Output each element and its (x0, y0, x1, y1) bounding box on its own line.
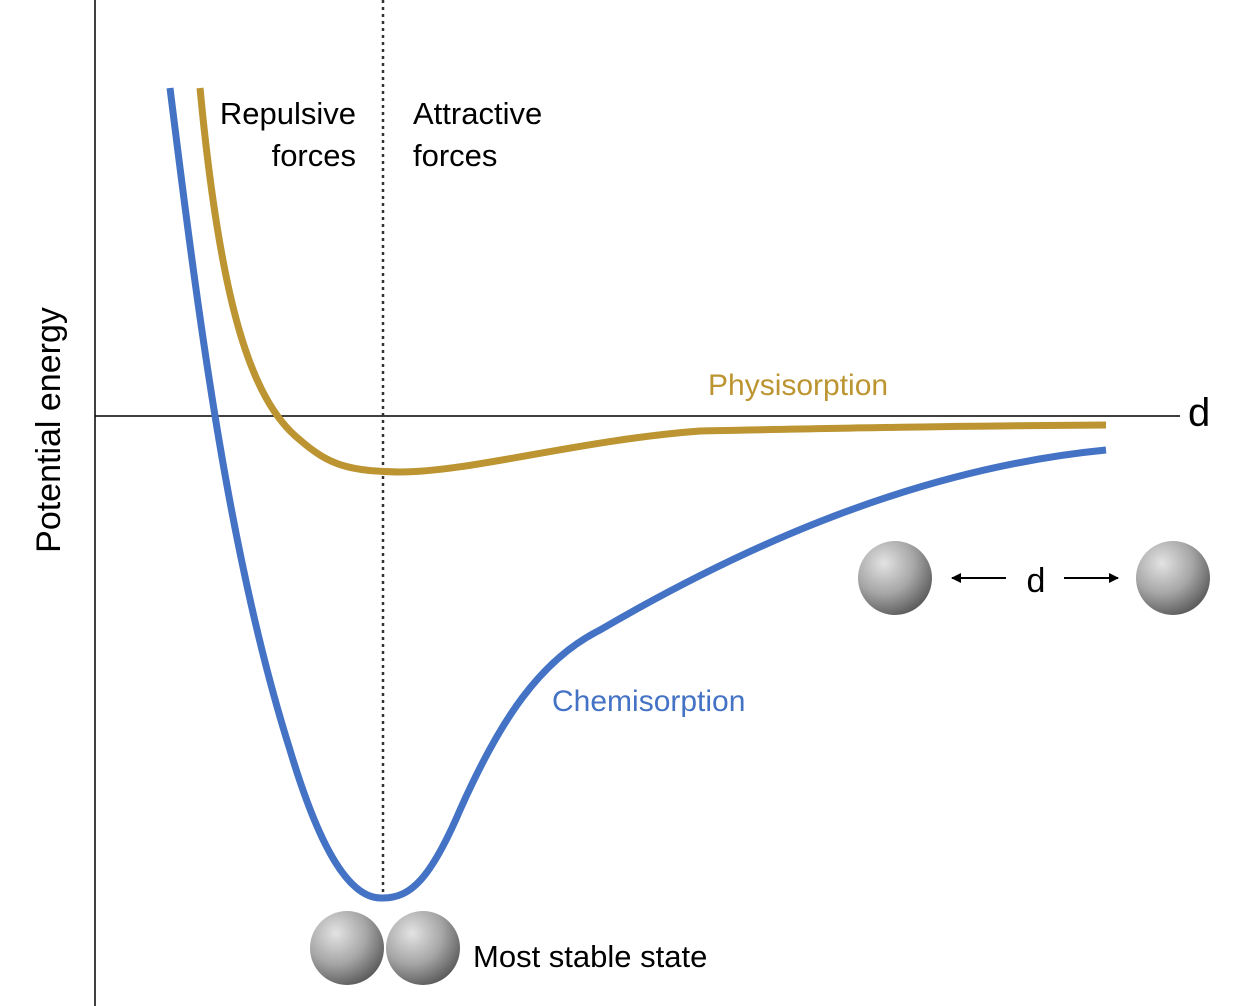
chemisorption-curve (166, 87, 1107, 902)
chemisorption-label: Chemisorption (552, 685, 745, 718)
separated-molecule-right (1136, 541, 1210, 615)
physisorption-label: Physisorption (708, 369, 888, 402)
separated-molecule-left (858, 541, 932, 615)
attractive-label-line2: forces (413, 138, 497, 173)
attractive-label-line1: Attractive (413, 96, 542, 131)
stable-state-label: Most stable state (473, 939, 707, 974)
repulsive-label-line2: forces (272, 138, 356, 173)
x-axis-label: d (1188, 391, 1210, 435)
bonded-molecule-left (310, 911, 384, 985)
physisorption-curve (196, 87, 1107, 476)
separation-label: d (1027, 562, 1046, 600)
repulsive-label-line1: Repulsive (220, 96, 356, 131)
bonded-molecule-right (386, 911, 460, 985)
y-axis-label: Potential energy (30, 307, 68, 553)
